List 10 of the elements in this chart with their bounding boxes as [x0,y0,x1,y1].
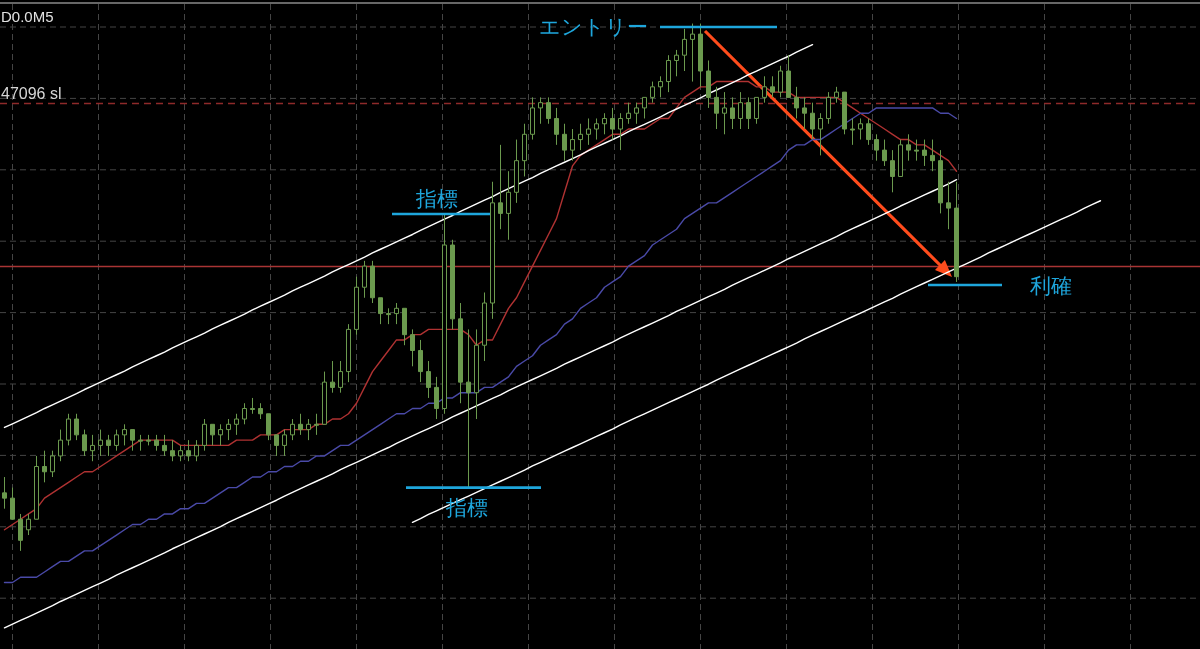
annotation: 指標 [392,187,490,216]
annotation: 指標 [415,187,458,211]
annotation: 指標 [445,495,488,520]
annotation: 利確 [928,274,1072,298]
title: D0.0M5 [1,8,54,25]
annotation: エントリー [539,15,648,39]
ref-line-label: 47096 sl [1,84,62,102]
annotation: 利確 [1030,274,1072,298]
annotation: 指標 [406,486,541,520]
annotation: エントリー [539,15,777,39]
